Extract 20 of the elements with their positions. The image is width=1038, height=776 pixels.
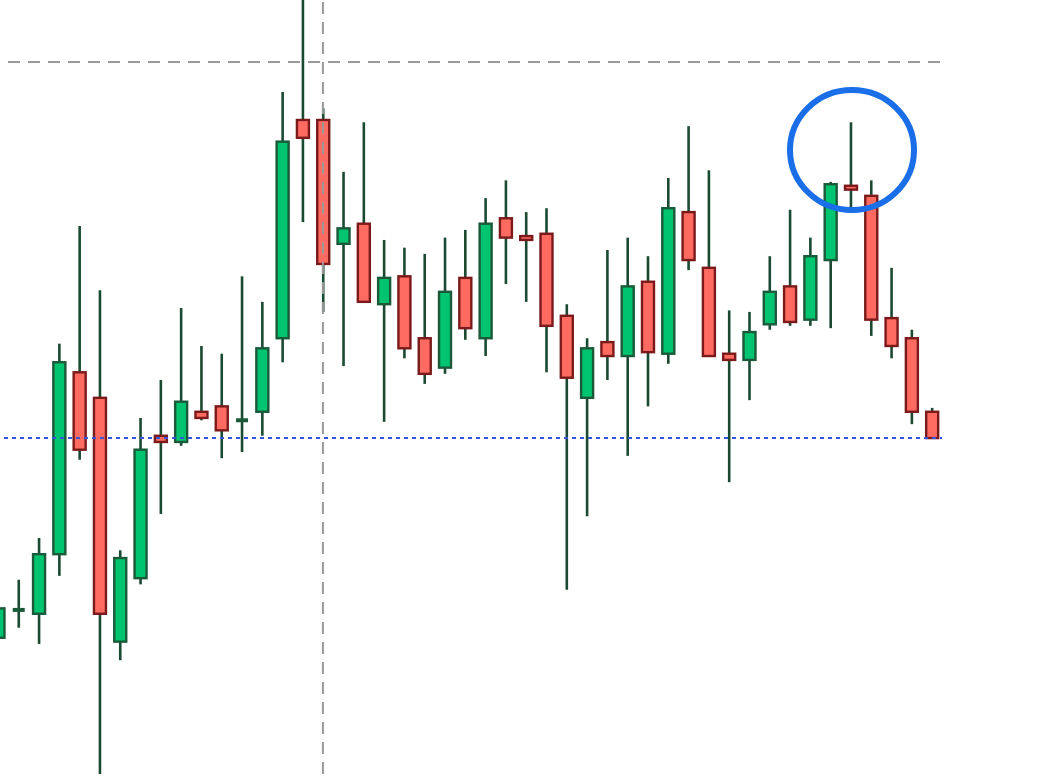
candlestick: [681, 124, 696, 272]
candlestick: [843, 120, 859, 212]
candlestick: [376, 238, 392, 424]
candlestick: [295, 0, 311, 224]
candlestick: [721, 309, 737, 484]
candlestick: [519, 210, 534, 304]
candlestick: [924, 406, 940, 440]
candlestick: [10, 578, 27, 630]
candlestick: [214, 352, 229, 460]
candlestick: [782, 208, 798, 328]
candlestick: [600, 248, 615, 382]
candlestick: [742, 310, 757, 402]
candlestick: [173, 306, 189, 448]
candlestick: [336, 170, 351, 368]
candlestick: [762, 254, 777, 332]
candlestick: [884, 266, 899, 360]
candlestick: [417, 252, 432, 386]
candlestick: [234, 275, 251, 454]
candlestick: [194, 344, 209, 422]
candlestick: [498, 179, 514, 286]
